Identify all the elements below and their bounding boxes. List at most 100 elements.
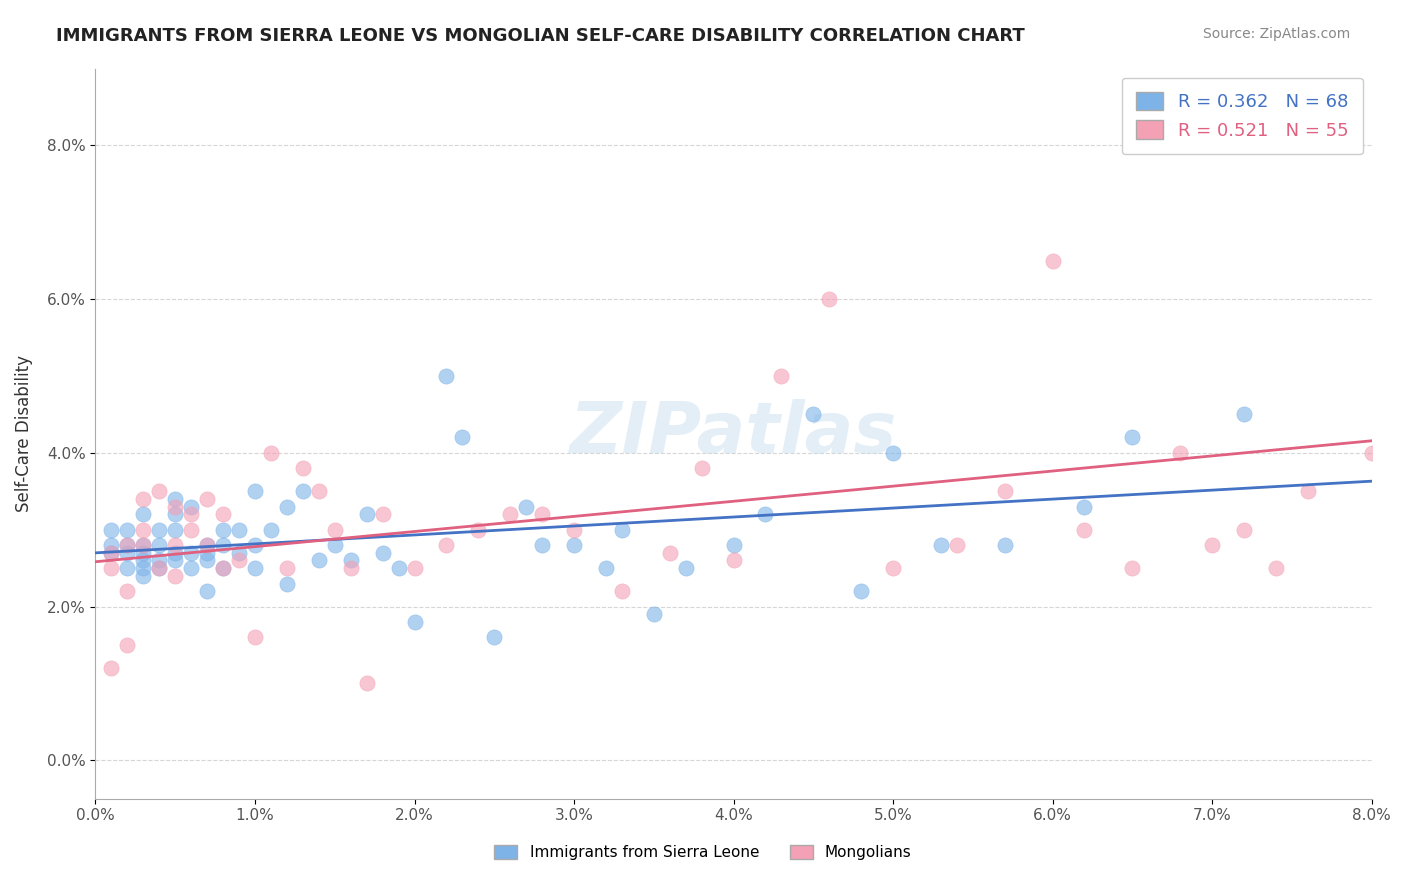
Mongolians: [436, 538, 458, 552]
Mongolians: [994, 484, 1017, 499]
Immigrants from Sierra Leone: [165, 491, 187, 506]
Immigrants from Sierra Leone: [132, 508, 155, 522]
Mongolians: [882, 561, 904, 575]
Immigrants from Sierra Leone: [228, 523, 250, 537]
Immigrants from Sierra Leone: [195, 553, 218, 567]
Mongolians: [260, 446, 283, 460]
Immigrants from Sierra Leone: [323, 538, 346, 552]
Immigrants from Sierra Leone: [260, 523, 283, 537]
Mongolians: [243, 631, 266, 645]
Immigrants from Sierra Leone: [276, 576, 298, 591]
Mongolians: [690, 461, 713, 475]
Mongolians: [291, 461, 314, 475]
Immigrants from Sierra Leone: [675, 561, 697, 575]
Immigrants from Sierra Leone: [610, 523, 633, 537]
Mongolians: [1073, 523, 1095, 537]
Immigrants from Sierra Leone: [148, 561, 170, 575]
Immigrants from Sierra Leone: [132, 553, 155, 567]
Mongolians: [1296, 484, 1319, 499]
Mongolians: [1233, 523, 1256, 537]
Immigrants from Sierra Leone: [132, 546, 155, 560]
Immigrants from Sierra Leone: [148, 538, 170, 552]
Text: IMMIGRANTS FROM SIERRA LEONE VS MONGOLIAN SELF-CARE DISABILITY CORRELATION CHART: IMMIGRANTS FROM SIERRA LEONE VS MONGOLIA…: [56, 27, 1025, 45]
Immigrants from Sierra Leone: [849, 584, 872, 599]
Legend: R = 0.362   N = 68, R = 0.521   N = 55: R = 0.362 N = 68, R = 0.521 N = 55: [1122, 78, 1362, 154]
Mongolians: [276, 561, 298, 575]
Immigrants from Sierra Leone: [212, 523, 235, 537]
Mongolians: [562, 523, 585, 537]
Immigrants from Sierra Leone: [801, 408, 824, 422]
Immigrants from Sierra Leone: [562, 538, 585, 552]
Mongolians: [212, 561, 235, 575]
Mongolians: [531, 508, 554, 522]
Immigrants from Sierra Leone: [100, 546, 122, 560]
Mongolians: [1201, 538, 1223, 552]
Mongolians: [946, 538, 969, 552]
Mongolians: [117, 538, 139, 552]
Mongolians: [117, 638, 139, 652]
Mongolians: [165, 538, 187, 552]
Mongolians: [212, 508, 235, 522]
Immigrants from Sierra Leone: [212, 538, 235, 552]
Immigrants from Sierra Leone: [195, 538, 218, 552]
Mongolians: [770, 369, 793, 384]
Immigrants from Sierra Leone: [132, 538, 155, 552]
Immigrants from Sierra Leone: [515, 500, 537, 514]
Mongolians: [180, 508, 202, 522]
Mongolians: [1264, 561, 1286, 575]
Immigrants from Sierra Leone: [117, 538, 139, 552]
Immigrants from Sierra Leone: [212, 561, 235, 575]
Immigrants from Sierra Leone: [451, 430, 474, 444]
Immigrants from Sierra Leone: [356, 508, 378, 522]
Immigrants from Sierra Leone: [308, 553, 330, 567]
Immigrants from Sierra Leone: [371, 546, 394, 560]
Mongolians: [356, 676, 378, 690]
Immigrants from Sierra Leone: [436, 369, 458, 384]
Mongolians: [195, 538, 218, 552]
Mongolians: [180, 523, 202, 537]
Mongolians: [195, 491, 218, 506]
Immigrants from Sierra Leone: [882, 446, 904, 460]
Immigrants from Sierra Leone: [195, 546, 218, 560]
Mongolians: [499, 508, 522, 522]
Immigrants from Sierra Leone: [404, 615, 426, 629]
Mongolians: [165, 500, 187, 514]
Mongolians: [1329, 138, 1351, 153]
Immigrants from Sierra Leone: [243, 484, 266, 499]
Mongolians: [132, 491, 155, 506]
Immigrants from Sierra Leone: [165, 546, 187, 560]
Immigrants from Sierra Leone: [100, 523, 122, 537]
Immigrants from Sierra Leone: [180, 546, 202, 560]
Immigrants from Sierra Leone: [929, 538, 952, 552]
Immigrants from Sierra Leone: [132, 561, 155, 575]
Immigrants from Sierra Leone: [531, 538, 554, 552]
Immigrants from Sierra Leone: [643, 607, 665, 622]
Immigrants from Sierra Leone: [117, 523, 139, 537]
Immigrants from Sierra Leone: [1233, 408, 1256, 422]
Mongolians: [165, 569, 187, 583]
Mongolians: [467, 523, 489, 537]
Mongolians: [132, 538, 155, 552]
Immigrants from Sierra Leone: [228, 546, 250, 560]
Immigrants from Sierra Leone: [291, 484, 314, 499]
Mongolians: [1042, 253, 1064, 268]
Immigrants from Sierra Leone: [754, 508, 776, 522]
Y-axis label: Self-Care Disability: Self-Care Disability: [15, 355, 32, 512]
Immigrants from Sierra Leone: [595, 561, 617, 575]
Immigrants from Sierra Leone: [165, 553, 187, 567]
Mongolians: [723, 553, 745, 567]
Immigrants from Sierra Leone: [387, 561, 409, 575]
Immigrants from Sierra Leone: [132, 569, 155, 583]
Immigrants from Sierra Leone: [117, 546, 139, 560]
Mongolians: [100, 546, 122, 560]
Mongolians: [100, 661, 122, 675]
Immigrants from Sierra Leone: [723, 538, 745, 552]
Legend: Immigrants from Sierra Leone, Mongolians: Immigrants from Sierra Leone, Mongolians: [488, 839, 918, 866]
Mongolians: [1361, 446, 1384, 460]
Mongolians: [818, 292, 841, 306]
Text: ZIPatlas: ZIPatlas: [569, 399, 897, 468]
Mongolians: [610, 584, 633, 599]
Immigrants from Sierra Leone: [117, 561, 139, 575]
Immigrants from Sierra Leone: [165, 508, 187, 522]
Immigrants from Sierra Leone: [148, 523, 170, 537]
